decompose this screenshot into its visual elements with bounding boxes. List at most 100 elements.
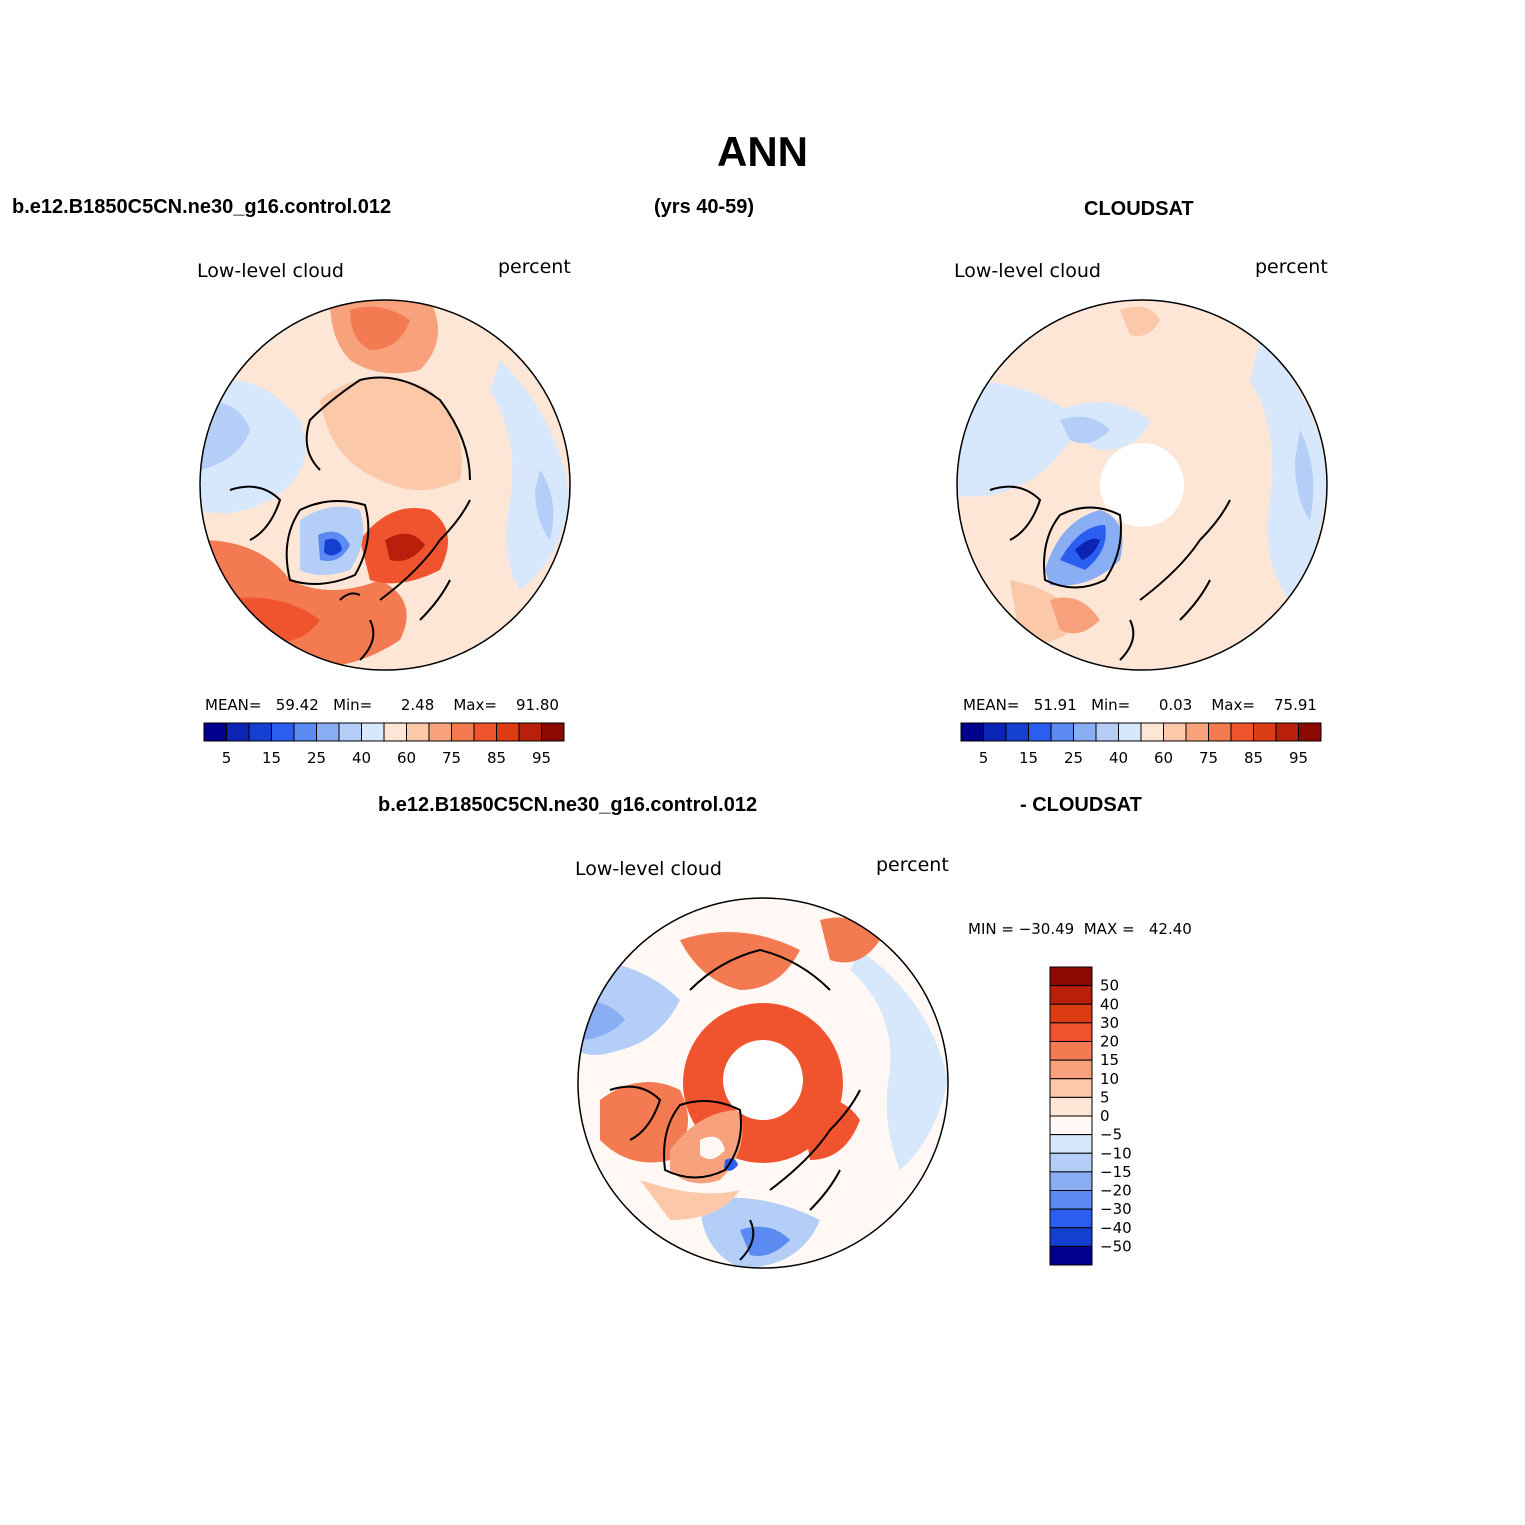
map-panel-difference xyxy=(577,897,949,1269)
colorbar-swatch xyxy=(1140,722,1164,742)
colorbar-label: 5 xyxy=(222,749,232,767)
colorbar-label: 15 xyxy=(262,749,281,767)
colorbar-obs: 5 15 25 40 60 75 85 95 xyxy=(960,722,1322,767)
min-value: 2.48 xyxy=(400,696,435,714)
colorbar-swatch xyxy=(1298,722,1322,742)
colorbar-swatch xyxy=(1049,1171,1093,1191)
colorbar-swatch xyxy=(518,722,542,742)
page-title: ANN xyxy=(717,128,808,175)
colorbar-swatch xyxy=(1049,1059,1093,1080)
colorbar-swatch xyxy=(1049,1115,1093,1136)
min-label: Min= xyxy=(1091,696,1131,714)
colorbar-label: −30 xyxy=(1100,1200,1132,1218)
colorbar-label: −20 xyxy=(1100,1182,1132,1200)
colorbar-label: 10 xyxy=(1100,1070,1119,1088)
colorbar-label: 40 xyxy=(1109,749,1128,767)
colorbar-swatch xyxy=(1005,722,1029,742)
colorbar-swatch xyxy=(496,722,520,742)
colorbar-label: −5 xyxy=(1100,1126,1122,1144)
mean-value: 51.91 xyxy=(1033,696,1077,714)
colorbar-label: −15 xyxy=(1100,1163,1132,1181)
min-label: Min= xyxy=(333,696,373,714)
colorbar-label: 60 xyxy=(397,749,416,767)
colorbar-label: 15 xyxy=(1100,1051,1119,1069)
case-name: b.e12.B1850C5CN.ne30_g16.control.012 xyxy=(12,196,392,218)
colorbar-swatch xyxy=(1049,1041,1093,1061)
max-value: 75.91 xyxy=(1274,696,1317,714)
colorbar-label: 95 xyxy=(1289,749,1308,767)
panel3-minmax: MIN = −30.49 MAX = 42.40 xyxy=(968,920,1192,938)
colorbar-label: 50 xyxy=(1100,977,1119,995)
panel2-stats: MEAN= 51.91 Min= 0.03 Max= 75.91 xyxy=(963,696,1317,714)
colorbar-swatch xyxy=(1095,722,1119,742)
mean-label: MEAN= xyxy=(963,696,1020,714)
panel1-units-label: percent xyxy=(498,256,571,278)
colorbar-label: −50 xyxy=(1100,1237,1132,1255)
colorbar-swatch xyxy=(960,722,984,742)
colorbar-swatch xyxy=(1049,1078,1093,1098)
max-value: 91.80 xyxy=(516,696,559,714)
colorbar-swatch xyxy=(541,722,565,742)
map-panel-model xyxy=(199,299,571,671)
colorbar-swatch xyxy=(1230,722,1254,742)
colorbar-swatch xyxy=(1049,1227,1093,1247)
colorbar-swatch xyxy=(361,722,385,742)
colorbar-swatch xyxy=(1049,1096,1093,1117)
colorbar-swatch xyxy=(1028,722,1052,742)
diff-case-name: b.e12.B1850C5CN.ne30_g16.control.012 xyxy=(378,794,758,816)
max-label: Max= xyxy=(453,696,497,714)
panel1-field-label: Low-level cloud xyxy=(197,260,344,282)
panel3-field-label: Low-level cloud xyxy=(575,858,722,880)
panel1-stats: MEAN= 59.42 Min= 2.48 Max= 91.80 xyxy=(205,696,559,714)
obs-name: CLOUDSAT xyxy=(1084,198,1194,220)
colorbar-label: −10 xyxy=(1100,1144,1132,1162)
colorbar-label: 30 xyxy=(1100,1014,1119,1032)
colorbar-swatch xyxy=(203,722,227,742)
diff-obs-name: - CLOUDSAT xyxy=(1020,794,1142,816)
colorbar-swatch xyxy=(248,722,272,742)
mean-label: MEAN= xyxy=(205,696,262,714)
colorbar-label: 25 xyxy=(1064,749,1083,767)
colorbar-label: 15 xyxy=(1019,749,1038,767)
colorbar-swatch xyxy=(271,722,295,742)
colorbar-swatch xyxy=(1185,722,1209,742)
colorbar-swatch xyxy=(1049,1208,1093,1229)
colorbar-label: 60 xyxy=(1154,749,1173,767)
colorbar-label: 25 xyxy=(307,749,326,767)
colorbar-swatch xyxy=(1275,722,1299,742)
colorbar-swatch xyxy=(1049,985,1093,1005)
colorbar-swatch xyxy=(1049,966,1093,987)
colorbar-label: 85 xyxy=(487,749,506,767)
colorbar-swatch xyxy=(428,722,452,742)
colorbar-label: −40 xyxy=(1100,1219,1132,1237)
colorbar-swatch xyxy=(1049,1022,1093,1042)
colorbar-swatch xyxy=(1073,722,1097,742)
colorbar-swatch xyxy=(983,722,1007,742)
map-panel-obs xyxy=(956,299,1328,671)
mean-value: 59.42 xyxy=(275,696,319,714)
colorbar-swatch xyxy=(406,722,430,742)
colorbar-swatch xyxy=(293,722,317,742)
colorbar-swatch xyxy=(1163,722,1187,742)
panel2-field-label: Low-level cloud xyxy=(954,260,1101,282)
colorbar-swatch xyxy=(1208,722,1232,742)
colorbar-label: 95 xyxy=(532,749,551,767)
colorbar-label: 75 xyxy=(442,749,461,767)
max-label: Max= xyxy=(1211,696,1255,714)
colorbar-swatch xyxy=(383,722,407,742)
colorbar-label: 75 xyxy=(1199,749,1218,767)
colorbar-swatch xyxy=(451,722,475,742)
colorbar-swatch xyxy=(226,722,250,742)
panel3-units-label: percent xyxy=(876,854,949,876)
colorbar-swatch xyxy=(1049,1152,1093,1173)
colorbar-swatch xyxy=(1050,722,1074,742)
colorbar-label: 40 xyxy=(352,749,371,767)
years-label: (yrs 40-59) xyxy=(654,196,755,218)
colorbar-swatch xyxy=(1118,722,1142,742)
colorbar-swatch xyxy=(316,722,340,742)
colorbar-label: 5 xyxy=(979,749,989,767)
colorbar-swatch xyxy=(1049,1190,1093,1210)
colorbar-label: 5 xyxy=(1100,1088,1110,1106)
